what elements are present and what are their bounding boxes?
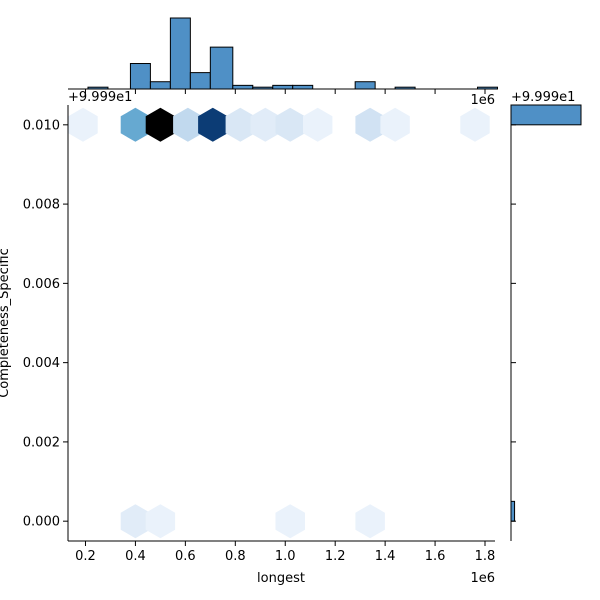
hexbin-cell — [460, 107, 490, 142]
top-histogram-x-offset-label: 1e6 — [470, 93, 495, 108]
right-marginal-histogram — [510, 104, 582, 541]
x-tick-label: 1.0 — [275, 549, 296, 564]
histogram-bar — [149, 81, 171, 90]
histogram-bar — [510, 104, 582, 126]
right-histogram-offset-label: +9.999e1 — [511, 90, 575, 105]
y-tick-label: 0.004 — [23, 356, 60, 371]
x-tick-label: 0.6 — [175, 549, 196, 564]
x-tick-label: 0.8 — [225, 549, 246, 564]
hexbin-cell — [275, 107, 305, 142]
y-tick-label: 0.000 — [23, 515, 60, 530]
hexbin-cell — [355, 107, 385, 142]
x-tick-label: 1.2 — [325, 549, 346, 564]
histogram-bar — [394, 86, 416, 90]
top-marginal-histogram — [68, 17, 498, 90]
hexbin-cell — [275, 504, 305, 539]
x-tick-label: 0.2 — [75, 549, 96, 564]
hexbin-cell — [68, 107, 98, 142]
histogram-bar — [477, 86, 498, 90]
hexbin-cell — [198, 107, 228, 142]
x-tick-label: 1.8 — [475, 549, 496, 564]
x-axis-label: longest — [257, 571, 305, 586]
histogram-bar — [510, 500, 516, 522]
y-tick-label: 0.002 — [23, 435, 60, 450]
x-tick-label: 0.4 — [125, 549, 146, 564]
hexbin-cell — [380, 107, 410, 142]
hexbin-cell — [145, 504, 176, 539]
histogram-bar — [209, 46, 234, 90]
histogram-bar — [169, 17, 191, 90]
hexbin-cell — [355, 504, 385, 539]
histogram-bar — [354, 81, 376, 90]
histogram-bar — [272, 84, 294, 90]
hexbin-cell — [145, 107, 176, 142]
hexbin-cell — [120, 107, 151, 142]
histogram-bar — [232, 84, 254, 90]
histogram-bar — [87, 86, 109, 90]
histogram-bar — [189, 72, 211, 90]
hexbin-cell — [120, 504, 151, 539]
y-tick-label: 0.008 — [23, 198, 60, 213]
histogram-bar — [129, 63, 151, 90]
x-tick-label: 1.6 — [425, 549, 446, 564]
hexbin-plot-area — [68, 107, 490, 539]
y-axis-label: Completeness_Specific — [0, 248, 12, 398]
tick-marks-and-labels: 0.2 0.4 0.6 0.8 1.0 1.2 1.4 1.6 1.8 0.000 0.002 0.0… — [23, 89, 516, 564]
histogram-bar — [252, 86, 274, 90]
x-tick-label: 1.4 — [375, 549, 396, 564]
hexbin-cell — [173, 107, 203, 142]
hexbin-cell — [250, 107, 280, 142]
axes-frame — [67, 105, 495, 542]
x-axis-offset-label: 1e6 — [470, 571, 495, 586]
y-axis-offset-label: +9.999e1 — [68, 90, 132, 105]
y-tick-label: 0.006 — [23, 277, 60, 292]
hexbin-cell — [225, 107, 255, 142]
y-tick-label: 0.010 — [23, 118, 60, 133]
hexbin-cell — [303, 107, 333, 142]
histogram-bar — [292, 84, 314, 90]
